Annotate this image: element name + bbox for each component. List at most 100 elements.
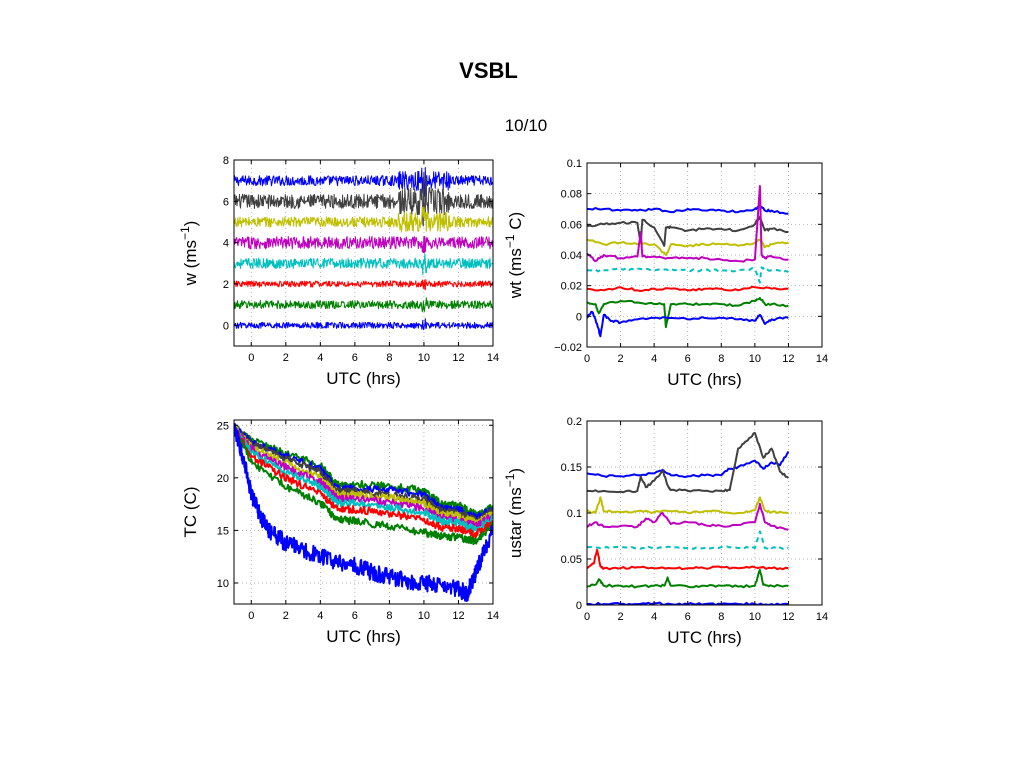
y-tick-label: 8 — [223, 155, 229, 167]
series-line-ustar-4 — [587, 530, 789, 551]
series-line-wt-5 — [587, 285, 789, 292]
y-tick-label: 0 — [576, 311, 582, 323]
series-group — [234, 423, 493, 602]
chart-ustar: 0 2 4 6 8 10 12 14 0 0.05 0.1 0.15 0.2 UTC (hrs) ustar… — [503, 416, 828, 647]
series-line-w-5 — [234, 279, 493, 291]
series-line-ustar-2 — [587, 496, 789, 515]
series-line-wt-4 — [587, 266, 789, 284]
y-axis-label-main: ustar (ms — [506, 487, 525, 558]
y-tick-label: 20 — [217, 473, 229, 485]
series-line-wt-7 — [587, 310, 789, 338]
y-tick-label: 0.04 — [561, 250, 582, 262]
y-tick-label: −0.02 — [554, 342, 582, 354]
y-axis-label: w (ms−1) — [178, 221, 200, 287]
y-axis-label-tail: C) — [506, 212, 525, 235]
x-tick-label: 8 — [718, 611, 724, 623]
figure-subtitle: 10/10 — [504, 116, 548, 135]
y-axis-label-tail: ) — [181, 221, 200, 227]
y-tick-label: 0.02 — [561, 281, 582, 293]
series-line-w-4 — [234, 253, 493, 276]
x-tick-label: 10 — [749, 353, 761, 365]
series-line-ustar-3 — [587, 502, 789, 531]
x-tick-label: 12 — [452, 610, 464, 622]
x-tick-label: 6 — [685, 611, 691, 623]
y-tick-label: 2 — [223, 279, 229, 291]
y-tick-label: 0.15 — [561, 462, 582, 474]
x-tick-label: 4 — [317, 352, 323, 364]
axes-frame — [586, 162, 823, 348]
series-line-tc-7 — [234, 426, 493, 546]
series-line-ustar-5 — [587, 548, 789, 571]
x-tick-label: 12 — [782, 611, 794, 623]
y-axis-label-sup: −1 — [503, 473, 517, 487]
y-tick-label: 0.1 — [567, 508, 582, 520]
series-line-tc-4 — [234, 426, 493, 530]
y-axis-label-main: TC (C) — [181, 487, 200, 538]
series-group — [587, 432, 790, 605]
series-line-wt-0 — [587, 204, 789, 215]
series-line-ustar-1 — [587, 432, 790, 494]
x-tick-label: 12 — [782, 353, 794, 365]
y-tick-label: 0.05 — [561, 554, 582, 566]
x-tick-label: 10 — [418, 352, 430, 364]
x-tick-label: 2 — [618, 611, 624, 623]
series-line-ustar-0 — [587, 450, 790, 479]
figure-title: VSBL — [459, 58, 518, 83]
x-axis-label: UTC (hrs) — [667, 628, 742, 647]
x-tick-label: 4 — [651, 353, 657, 365]
x-axis-label: UTC (hrs) — [326, 627, 401, 646]
y-tick-label: 25 — [217, 420, 229, 432]
chart-wt: 0 2 4 6 8 10 12 14−0.0200.020.040.060.080.1UTC … — [503, 158, 828, 389]
series-line-w-3 — [234, 235, 493, 254]
series-line-tc-5 — [234, 423, 493, 534]
x-tick-label: 0 — [584, 611, 590, 623]
series-group — [234, 167, 493, 331]
series-line-w-0 — [234, 167, 493, 198]
x-tick-label: 10 — [418, 610, 430, 622]
x-tick-label: 0 — [248, 610, 254, 622]
x-tick-label: 14 — [816, 353, 828, 365]
series-line-tc-6 — [234, 425, 493, 539]
axes-frame — [233, 419, 494, 605]
y-axis-label: ustar (ms−1) — [503, 468, 525, 558]
y-tick-label: 15 — [217, 525, 229, 537]
series-line-w-7 — [234, 318, 493, 331]
series-line-tc-8 — [234, 423, 493, 602]
y-tick-label: 6 — [223, 196, 229, 208]
y-axis-label: wt (ms−1 C) — [503, 212, 525, 299]
x-tick-label: 4 — [317, 610, 323, 622]
x-tick-label: 14 — [487, 352, 499, 364]
chart-w: 0 2 4 6 8 10 12 14 0 2 4 6 8 UTC (hrs) w (ms−1) — [178, 155, 499, 388]
y-axis-label: TC (C) — [181, 487, 200, 538]
x-tick-label: 14 — [487, 610, 499, 622]
x-tick-label: 6 — [685, 353, 691, 365]
x-tick-label: 14 — [816, 611, 828, 623]
x-axis-label: UTC (hrs) — [667, 370, 742, 389]
y-tick-label: 0.1 — [567, 158, 582, 170]
x-tick-label: 12 — [452, 352, 464, 364]
x-tick-label: 2 — [283, 610, 289, 622]
x-tick-label: 8 — [386, 610, 392, 622]
x-tick-label: 6 — [352, 610, 358, 622]
series-line-ustar-6 — [587, 569, 789, 589]
y-tick-label: 10 — [217, 578, 229, 590]
x-tick-label: 4 — [651, 611, 657, 623]
x-tick-label: 0 — [584, 353, 590, 365]
x-tick-label: 10 — [749, 611, 761, 623]
x-tick-label: 6 — [352, 352, 358, 364]
y-tick-label: 0 — [576, 600, 582, 612]
axes-frame — [233, 159, 494, 347]
y-axis-label-sup: −1 — [503, 234, 517, 248]
series-line-w-1 — [234, 171, 493, 227]
x-tick-label: 8 — [386, 352, 392, 364]
y-axis-label-main: w (ms — [181, 240, 200, 286]
x-tick-label: 2 — [283, 352, 289, 364]
series-line-wt-6 — [587, 296, 789, 329]
series-line-wt-2 — [587, 238, 789, 256]
x-tick-label: 2 — [618, 353, 624, 365]
series-line-w-2 — [234, 206, 493, 233]
x-axis-label: UTC (hrs) — [326, 369, 401, 388]
y-tick-label: 0 — [223, 320, 229, 332]
x-tick-label: 8 — [718, 353, 724, 365]
